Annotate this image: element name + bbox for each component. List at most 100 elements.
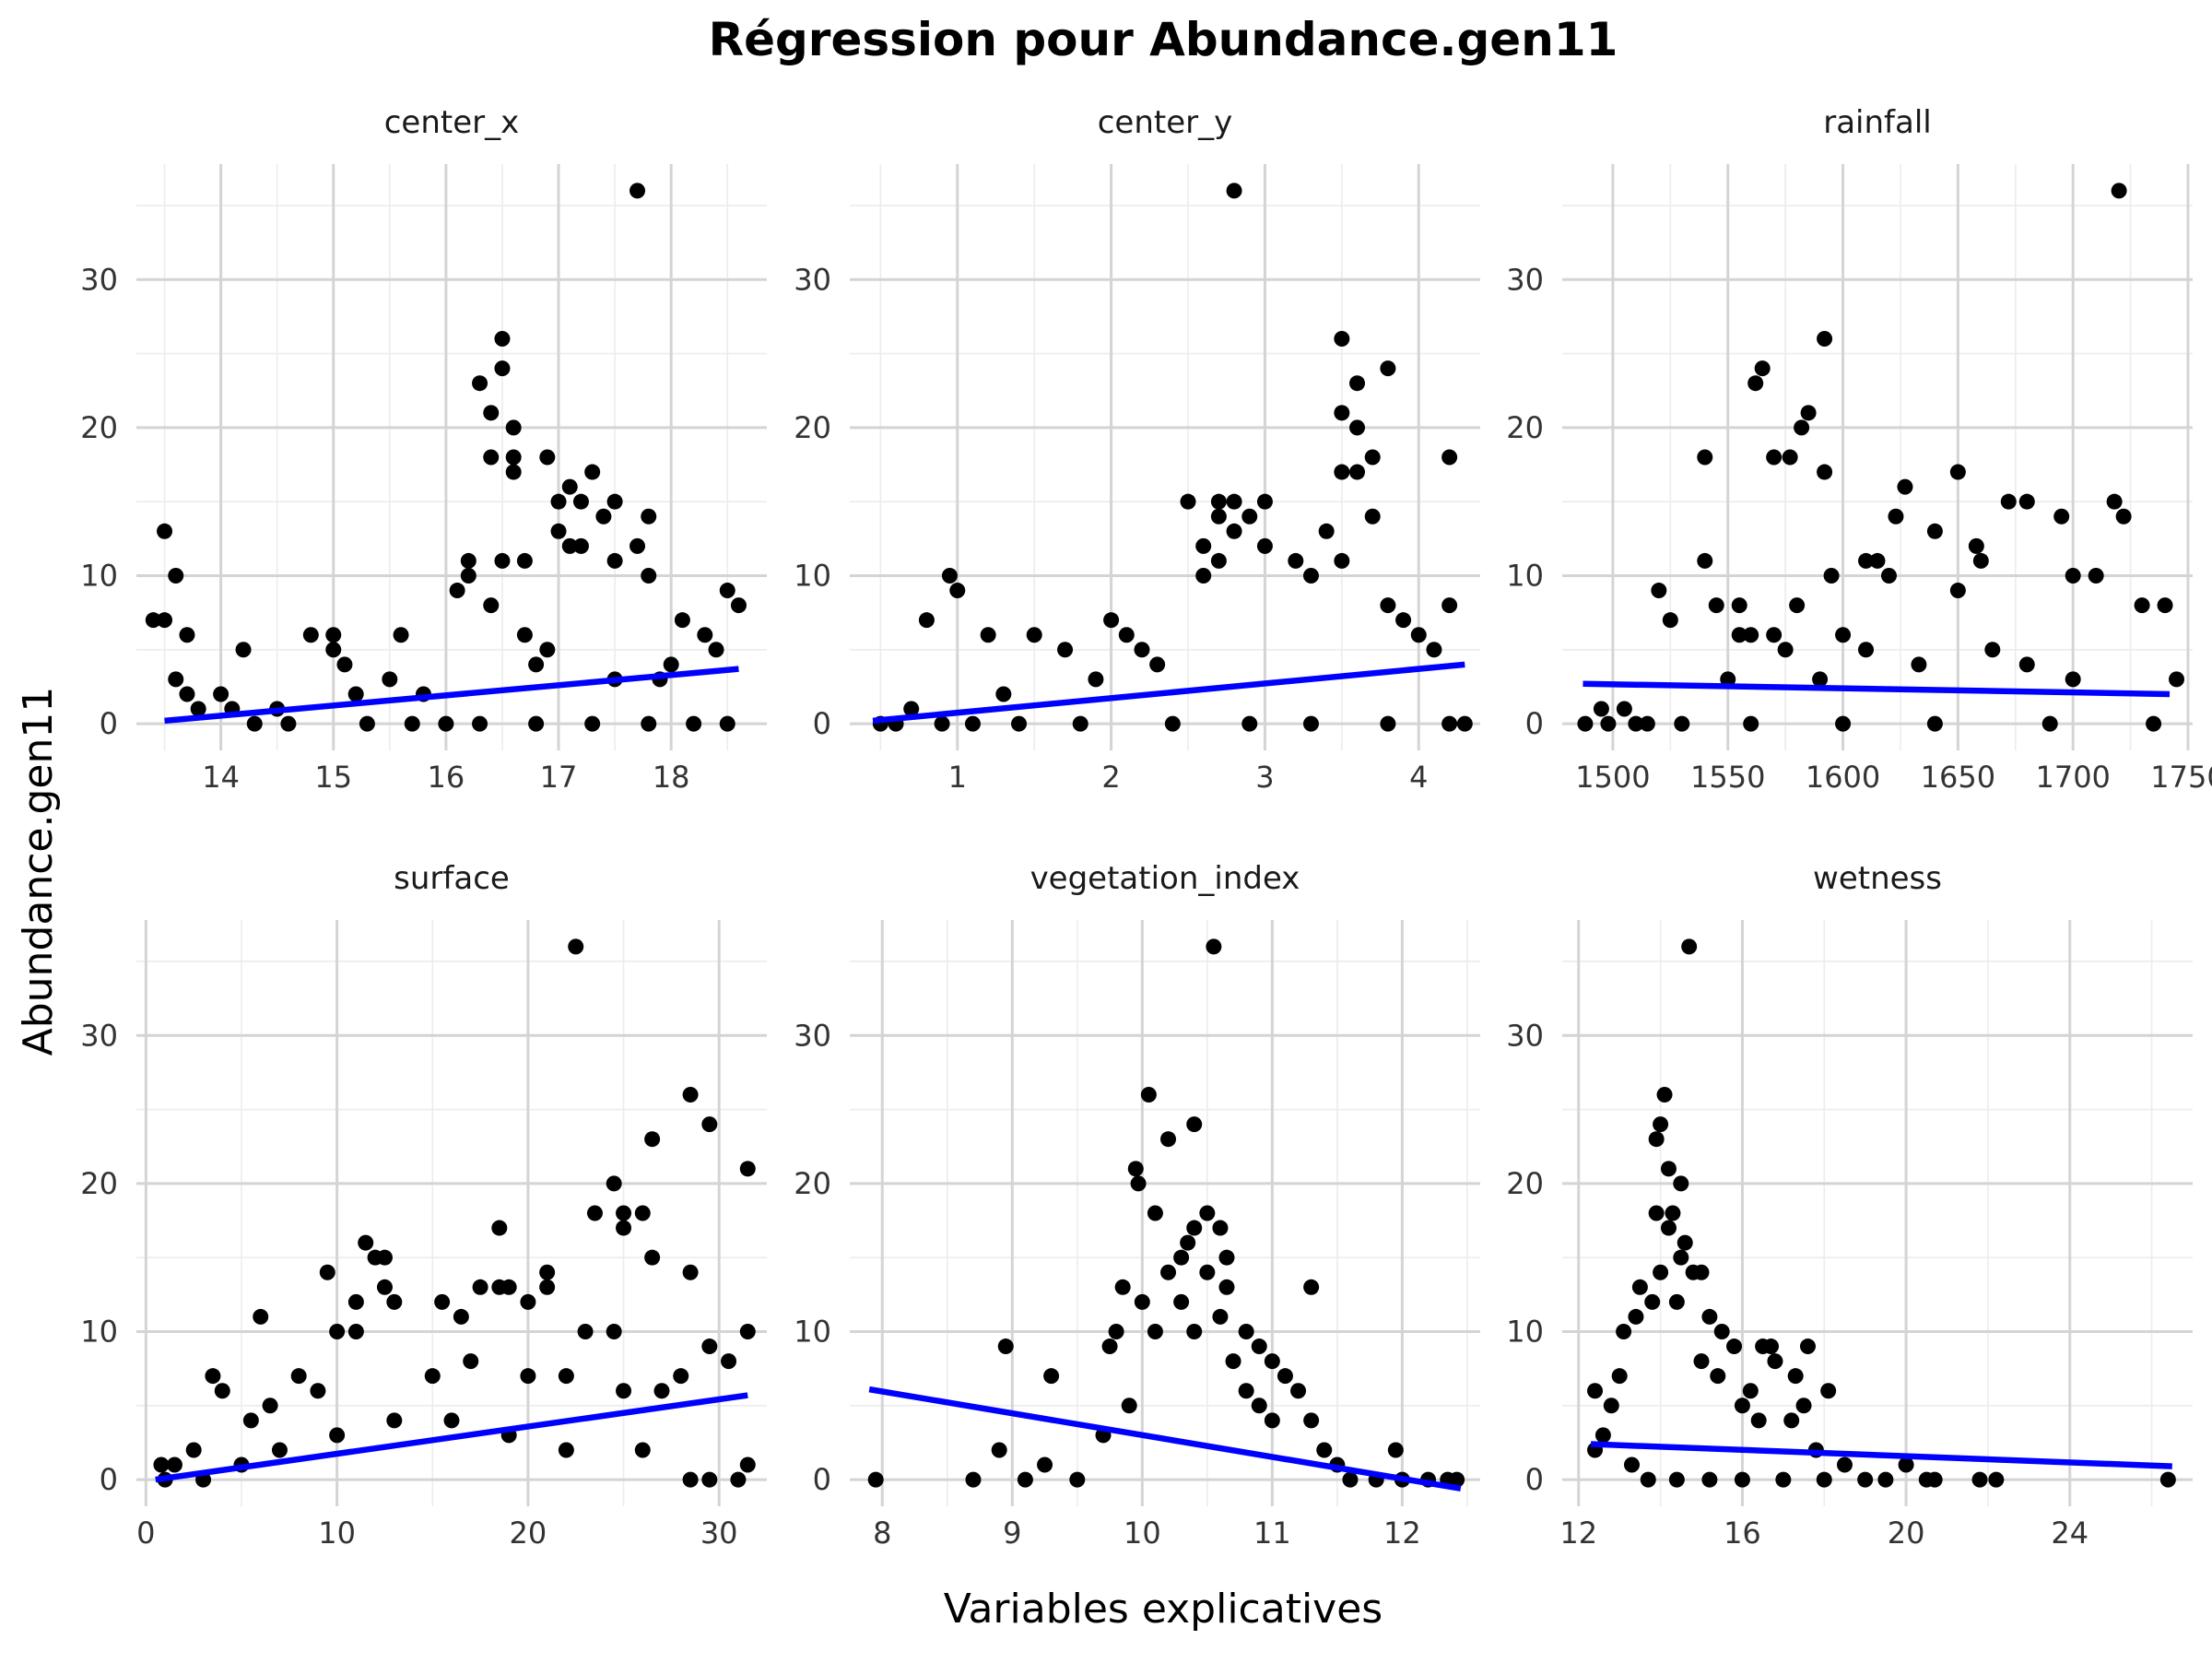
data-point bbox=[1195, 537, 1212, 554]
data-point bbox=[1697, 552, 1713, 569]
data-point bbox=[964, 715, 981, 732]
data-point bbox=[1173, 1249, 1190, 1266]
data-point bbox=[1817, 331, 1833, 348]
data-point bbox=[1648, 1131, 1665, 1148]
data-point bbox=[2065, 567, 2081, 584]
x-tick-label: 1500 bbox=[1575, 760, 1650, 795]
data-point bbox=[572, 493, 589, 510]
data-point bbox=[577, 1323, 594, 1339]
data-point bbox=[1140, 1087, 1157, 1103]
data-point bbox=[1456, 715, 1473, 732]
data-point bbox=[190, 701, 206, 717]
data-point bbox=[453, 1308, 469, 1325]
data-point bbox=[616, 1205, 632, 1221]
data-point bbox=[1334, 405, 1350, 421]
data-point bbox=[516, 627, 533, 643]
data-point bbox=[1653, 1116, 1669, 1133]
x-tick-label: 1 bbox=[948, 760, 967, 795]
x-tick-label: 16 bbox=[1724, 1516, 1761, 1551]
data-point bbox=[179, 627, 195, 643]
x-tick-label: 1550 bbox=[1690, 760, 1765, 795]
data-point bbox=[1858, 642, 1875, 658]
data-point bbox=[1210, 552, 1227, 569]
data-point bbox=[1587, 1383, 1604, 1399]
data-point bbox=[1387, 1442, 1404, 1458]
data-point bbox=[449, 583, 465, 599]
regression-line-center-x bbox=[164, 666, 739, 725]
y-tick-label: 20 bbox=[80, 410, 118, 445]
data-point bbox=[1108, 1323, 1124, 1339]
data-point bbox=[1173, 1293, 1190, 1310]
x-tick-label: 0 bbox=[136, 1516, 155, 1551]
data-point bbox=[168, 567, 184, 584]
data-point bbox=[1037, 1457, 1053, 1473]
data-point bbox=[1026, 627, 1042, 643]
data-point bbox=[185, 1442, 202, 1458]
points-rainfall bbox=[1577, 183, 2185, 732]
data-point bbox=[500, 1279, 517, 1295]
data-point bbox=[1225, 1353, 1241, 1370]
data-point bbox=[1628, 715, 1644, 732]
data-point bbox=[472, 715, 488, 732]
data-point bbox=[539, 642, 556, 658]
data-point bbox=[1147, 1323, 1163, 1339]
data-point bbox=[1668, 1471, 1685, 1488]
data-point bbox=[520, 1368, 536, 1385]
data-point bbox=[1656, 1087, 1673, 1103]
data-point bbox=[539, 1264, 556, 1280]
data-point bbox=[528, 656, 545, 673]
data-point bbox=[1256, 537, 1273, 554]
data-point bbox=[1256, 493, 1273, 510]
data-point bbox=[1395, 612, 1412, 629]
data-point bbox=[347, 1293, 364, 1310]
data-point bbox=[434, 1293, 451, 1310]
data-point bbox=[730, 1471, 747, 1488]
facet-wetness: wetness 12 16 20 24 0 10 20 30 bbox=[1506, 860, 2193, 1551]
x-tick-label: 4 bbox=[1409, 760, 1428, 795]
data-point bbox=[1318, 523, 1335, 539]
data-point bbox=[2041, 715, 2058, 732]
data-point bbox=[1777, 642, 1794, 658]
data-point bbox=[1681, 938, 1698, 955]
data-point bbox=[1057, 642, 1074, 658]
data-point bbox=[1147, 1205, 1163, 1221]
y-tick-label: 10 bbox=[1506, 558, 1544, 593]
data-point bbox=[1226, 493, 1242, 510]
data-point bbox=[1782, 449, 1798, 466]
y-tick-label: 30 bbox=[794, 262, 831, 297]
data-point bbox=[310, 1383, 326, 1399]
data-point bbox=[1241, 508, 1258, 525]
data-point bbox=[157, 612, 173, 629]
data-point bbox=[2053, 508, 2070, 525]
data-point bbox=[2065, 671, 2081, 688]
regression-line-center-y bbox=[872, 661, 1465, 725]
data-point bbox=[491, 1220, 508, 1236]
data-point bbox=[918, 612, 935, 629]
data-point bbox=[719, 583, 735, 599]
data-point bbox=[965, 1471, 982, 1488]
data-point bbox=[1731, 627, 1747, 643]
y-tick-label: 0 bbox=[1525, 706, 1544, 741]
data-point bbox=[674, 612, 690, 629]
data-point bbox=[214, 1383, 230, 1399]
data-point bbox=[2169, 671, 2185, 688]
data-point bbox=[242, 1412, 259, 1429]
data-point bbox=[606, 493, 623, 510]
x-tick-label: 16 bbox=[428, 760, 465, 795]
data-point bbox=[1697, 449, 1713, 466]
data-point bbox=[494, 552, 511, 569]
data-point bbox=[1600, 715, 1617, 732]
data-point bbox=[1212, 1308, 1229, 1325]
data-point bbox=[516, 552, 533, 569]
x-tick-label: 11 bbox=[1253, 1516, 1291, 1551]
data-point bbox=[1410, 627, 1427, 643]
data-point bbox=[336, 656, 353, 673]
data-point bbox=[483, 597, 500, 614]
data-point bbox=[235, 642, 252, 658]
data-point bbox=[2000, 493, 2017, 510]
data-point bbox=[584, 464, 601, 480]
data-point bbox=[1127, 1161, 1144, 1177]
data-point bbox=[1164, 715, 1181, 732]
data-point bbox=[641, 508, 657, 525]
